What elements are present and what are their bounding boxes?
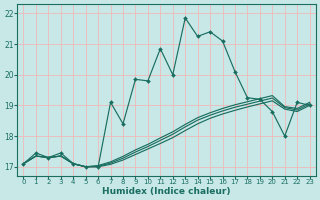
X-axis label: Humidex (Indice chaleur): Humidex (Indice chaleur) [102, 187, 231, 196]
